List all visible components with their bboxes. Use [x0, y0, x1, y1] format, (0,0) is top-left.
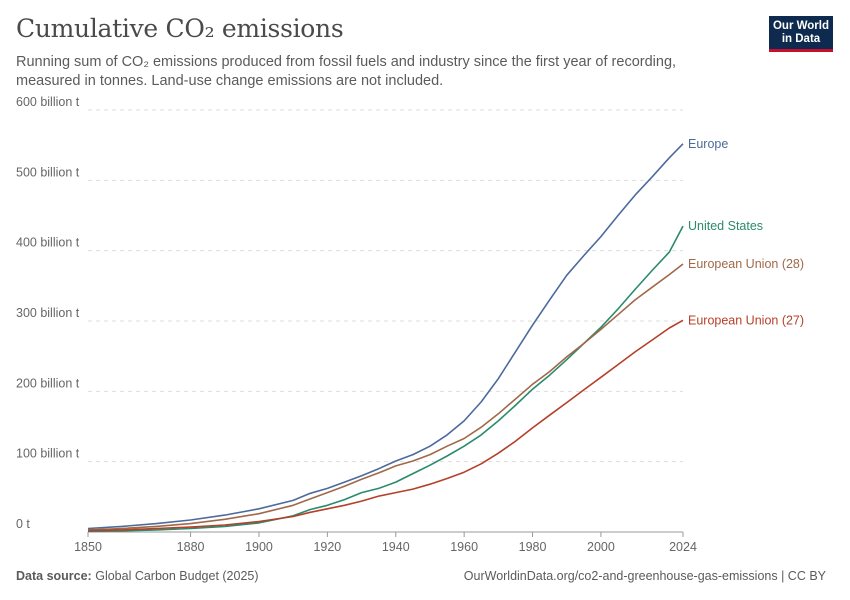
series-label: European Union (27) — [688, 313, 804, 327]
chart-title: Cumulative CO₂ emissions — [16, 14, 344, 43]
logo-line-2: in Data — [781, 33, 821, 45]
x-tick-label: 1880 — [177, 540, 205, 554]
y-tick-label: 600 billion t — [16, 95, 80, 109]
series-label: European Union (28) — [688, 257, 804, 271]
source-label: Data source: — [16, 569, 92, 583]
series-line-european-union-28[interactable] — [87, 263, 684, 531]
x-tick-label: 1920 — [313, 540, 341, 554]
footer-url[interactable]: OurWorldinData.org/co2-and-greenhouse-ga… — [463, 569, 826, 583]
x-tick-label: 2024 — [669, 540, 697, 554]
y-tick-label: 400 billion t — [16, 236, 80, 250]
x-tick-label: 1850 — [74, 540, 102, 554]
y-tick-label: 300 billion t — [16, 306, 80, 320]
chart-subtitle: Running sum of CO₂ emissions produced fr… — [16, 54, 677, 89]
y-tick-label: 200 billion t — [16, 376, 80, 390]
x-tick-label: 1960 — [450, 540, 478, 554]
series-label: United States — [688, 219, 763, 233]
x-tick-label: 1900 — [245, 540, 273, 554]
y-tick-label: 500 billion t — [16, 165, 80, 179]
y-tick-label: 100 billion t — [16, 447, 80, 461]
source-text[interactable]: Global Carbon Budget (2025) — [95, 569, 259, 583]
series-label: Europe — [688, 137, 728, 151]
owid-logo[interactable]: Our World in Data — [769, 16, 833, 52]
series-line-united-states[interactable] — [87, 225, 684, 533]
label-layer: Europe United States European Union (28) Eu… — [688, 137, 804, 328]
series-line-european-union-27[interactable] — [87, 319, 684, 532]
footer-source: Data source: Global Carbon Budget (2025) — [16, 569, 259, 583]
x-tick-label: 2000 — [587, 540, 615, 554]
x-tick-label: 1980 — [519, 540, 547, 554]
axis-layer: 0 t 100 billion t 200 billion t 300 billion… — [16, 95, 697, 554]
y-tick-label: 0 t — [16, 517, 30, 531]
x-tick-label: 1940 — [382, 540, 410, 554]
grid-layer — [88, 109, 683, 463]
series-layer — [87, 143, 684, 533]
series-line-europe[interactable] — [87, 143, 684, 530]
logo-line-1: Our World — [772, 20, 829, 32]
